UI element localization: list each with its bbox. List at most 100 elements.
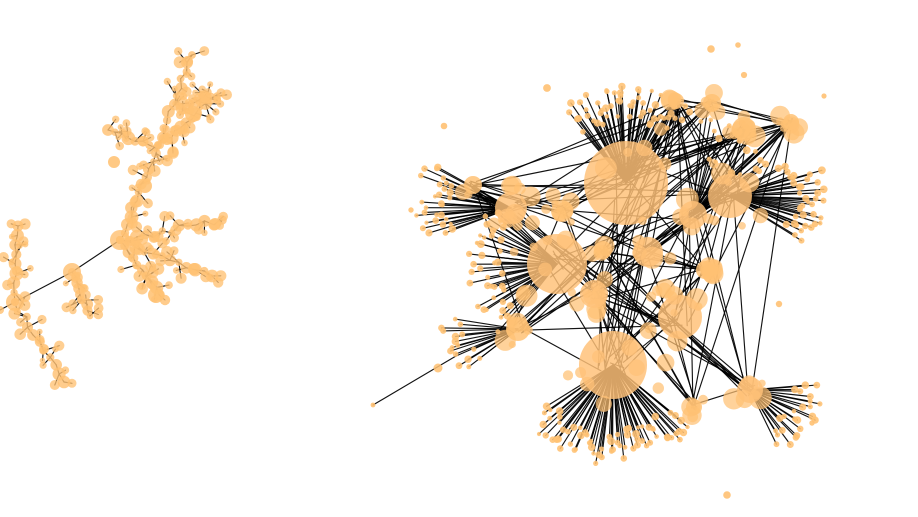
hub-node [737, 377, 763, 403]
mid-left-hub-spoke-node [439, 221, 447, 228]
hub-internal-edge [562, 206, 647, 249]
tree-leaf-node [157, 238, 168, 249]
tree-leaf-node [121, 126, 132, 137]
mid-left-hub-spoke-node [448, 221, 453, 227]
tree-leaf-node [117, 265, 125, 274]
edge-boundary-node [775, 300, 783, 308]
hub-cluster-node [651, 285, 663, 297]
edge-boundary-node [740, 71, 748, 79]
bottom-hub-spoke-node [555, 407, 564, 415]
tree-node-layer [0, 46, 232, 390]
tree-branch-node [11, 298, 19, 306]
central-hub-spoke-node [584, 112, 591, 119]
mid-left-hub-spoke-node [418, 172, 424, 179]
hub-cluster-node [654, 122, 668, 136]
tree-leaf-node [143, 225, 153, 235]
mid-left-hub-spoke-node [447, 195, 453, 201]
left-hub-spoke-node [466, 279, 474, 287]
hub-cluster-node [567, 218, 575, 226]
tree-cluster-node [161, 133, 173, 145]
mid-left-hub-spoke-node [440, 203, 445, 208]
tree-leaf-node [117, 124, 124, 131]
hub-internal-edge [733, 199, 749, 392]
bottom-hub-spoke-node [539, 420, 547, 429]
bottom-hub-spoke-node [541, 410, 547, 416]
tree-leaf-node [69, 306, 77, 315]
tree-leaf-node [76, 296, 84, 304]
left-hub-spoke-node [499, 298, 506, 305]
tree-leaf-node [181, 86, 192, 97]
tree-leaf-node [206, 115, 215, 124]
tree-leaf-node [170, 224, 182, 236]
tree-leaf-node [115, 141, 124, 151]
hub-network-panel [370, 42, 828, 499]
lower-right-hub-spoke-node [813, 381, 821, 389]
central-hub-spoke-node [583, 107, 589, 113]
tree-branch-node [156, 141, 164, 149]
tree-branch-node [150, 158, 157, 165]
hub-node [551, 200, 573, 222]
hub-cluster-node [664, 252, 677, 265]
mid-left-hub-spoke-node [440, 175, 447, 181]
tree-leaf-node [127, 254, 135, 262]
bottom-hub-spoke-node [623, 425, 631, 433]
left-hub-spoke-node [485, 274, 491, 280]
hub-internal-edge [520, 127, 745, 334]
bottom-hub-spoke-node [595, 451, 603, 459]
right-hub-spoke-node [805, 199, 811, 204]
tree-leaf-node [20, 270, 29, 279]
tree-leaf-node [130, 221, 142, 233]
tree-trunk-node [0, 306, 4, 314]
central-hub-spoke-node [576, 99, 584, 106]
central-hub-spoke-node [665, 114, 672, 121]
upper-right-hub-spoke-node [784, 168, 791, 175]
left-hub-spoke-node [482, 213, 489, 220]
bottom-hub-spoke-node [636, 425, 641, 430]
hub-node [668, 93, 684, 109]
tree-leaf-node [146, 279, 157, 290]
hub-node [506, 317, 530, 341]
mid-left-hub-spoke-node [442, 230, 449, 236]
central-hub-spoke-node [615, 97, 621, 104]
bottom-hub-spoke-node [667, 409, 674, 416]
outlier-node [370, 402, 376, 408]
central-hub-spoke-node [604, 114, 610, 119]
hub-cluster-node [709, 159, 719, 169]
upper-right-hub-spoke-node [781, 162, 789, 171]
mid-left-hub-spoke-node [434, 212, 440, 218]
tree-leaf-node [221, 89, 232, 101]
mid-left-hub-spoke-node [421, 165, 428, 172]
lower-left-hub-spoke-node [455, 362, 463, 370]
bottom-hub-spoke-node [609, 446, 616, 453]
left-hub-spoke-node [497, 236, 505, 244]
bottom-hub-spoke-node [651, 412, 660, 421]
left-hub-spoke-node [499, 307, 507, 315]
lower-right-hub-spoke-node [807, 393, 814, 400]
tree-leaf-node [177, 96, 188, 107]
tree-leaf-node [198, 85, 206, 93]
central-hub-spoke-node [649, 88, 654, 93]
tree-leaf-node [39, 361, 47, 369]
mid-left-hub-spoke-node [436, 191, 443, 198]
tree-leaf-node [19, 218, 31, 230]
edge-boundary-node [408, 207, 414, 213]
bottom-hub-spoke-node [614, 439, 621, 446]
tree-leaf-node [80, 284, 89, 293]
right-hub-spoke-node [798, 237, 805, 244]
tree-leaf-node [183, 218, 193, 228]
central-hub-spoke-node [580, 129, 586, 135]
hub-internal-edge [688, 118, 793, 323]
tree-leaf-node [80, 289, 91, 301]
central-hub-spoke-node [672, 115, 678, 121]
tree-leaf-node [151, 249, 161, 259]
hub-cluster-node [509, 247, 519, 257]
central-hub-spoke-node [686, 108, 694, 116]
upper-right-hub-spoke-node [711, 128, 717, 134]
bottom-hub-spoke-node [588, 438, 594, 444]
bottom-hub-spoke-node [643, 443, 650, 449]
tree-leaf-node [6, 219, 16, 229]
tree-leaf-node [129, 196, 141, 208]
right-hub-spoke-node [802, 222, 809, 230]
tree-leaf-node [138, 135, 149, 147]
tree-leaf-node [27, 265, 34, 272]
